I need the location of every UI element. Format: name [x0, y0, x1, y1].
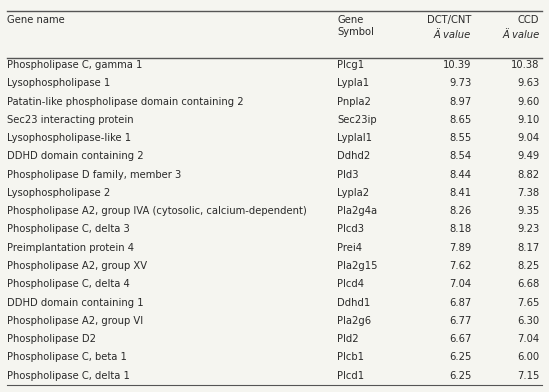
Text: 9.73: 9.73: [449, 78, 471, 88]
Text: 8.54: 8.54: [449, 151, 471, 162]
Text: Gene
Symbol: Gene Symbol: [337, 15, 374, 36]
Text: 10.39: 10.39: [442, 60, 471, 70]
Text: Lypla1: Lypla1: [337, 78, 369, 88]
Text: Preimplantation protein 4: Preimplantation protein 4: [7, 243, 134, 253]
Text: Lysophospholipase 2: Lysophospholipase 2: [7, 188, 110, 198]
Text: Phospholipase C, delta 1: Phospholipase C, delta 1: [7, 371, 130, 381]
Text: Phospholipase A2, group XV: Phospholipase A2, group XV: [7, 261, 147, 271]
Text: DDHD domain containing 1: DDHD domain containing 1: [7, 298, 143, 308]
Text: Ä value: Ä value: [434, 30, 471, 40]
Text: Phospholipase C, delta 3: Phospholipase C, delta 3: [7, 225, 130, 234]
Text: Phospholipase A2, group VI: Phospholipase A2, group VI: [7, 316, 143, 326]
Text: Phospholipase C, beta 1: Phospholipase C, beta 1: [7, 352, 127, 362]
Text: 6.68: 6.68: [517, 279, 540, 289]
Text: 9.60: 9.60: [517, 96, 540, 107]
Text: Pla2g4a: Pla2g4a: [337, 206, 378, 216]
Text: 9.04: 9.04: [517, 133, 540, 143]
Text: 9.23: 9.23: [517, 225, 540, 234]
Text: 8.44: 8.44: [449, 170, 471, 180]
Text: 6.67: 6.67: [449, 334, 471, 344]
Text: 6.00: 6.00: [517, 352, 540, 362]
Text: Sec23ip: Sec23ip: [337, 115, 377, 125]
Text: Ddhd1: Ddhd1: [337, 298, 371, 308]
Text: 6.25: 6.25: [449, 371, 471, 381]
Text: Ddhd2: Ddhd2: [337, 151, 371, 162]
Text: 6.77: 6.77: [449, 316, 471, 326]
Text: Patatin-like phospholipase domain containing 2: Patatin-like phospholipase domain contai…: [7, 96, 243, 107]
Text: Phospholipase A2, group IVA (cytosolic, calcium-dependent): Phospholipase A2, group IVA (cytosolic, …: [7, 206, 306, 216]
Text: Pld2: Pld2: [337, 334, 359, 344]
Text: 8.25: 8.25: [517, 261, 540, 271]
Text: 7.04: 7.04: [517, 334, 540, 344]
Text: Pla2g6: Pla2g6: [337, 316, 372, 326]
Text: 7.15: 7.15: [517, 371, 540, 381]
Text: Phospholipase D family, member 3: Phospholipase D family, member 3: [7, 170, 181, 180]
Text: 10.38: 10.38: [511, 60, 540, 70]
Text: 9.49: 9.49: [517, 151, 540, 162]
Text: Lysophospholipase 1: Lysophospholipase 1: [7, 78, 110, 88]
Text: 8.55: 8.55: [449, 133, 471, 143]
Text: Phospholipase D2: Phospholipase D2: [7, 334, 96, 344]
Text: 6.30: 6.30: [517, 316, 540, 326]
Text: Sec23 interacting protein: Sec23 interacting protein: [7, 115, 133, 125]
Text: 7.38: 7.38: [517, 188, 540, 198]
Text: Gene name: Gene name: [7, 15, 65, 25]
Text: Pnpla2: Pnpla2: [337, 96, 371, 107]
Text: Lysophospholipase-like 1: Lysophospholipase-like 1: [7, 133, 131, 143]
Text: Ä value: Ä value: [502, 30, 540, 40]
Text: 6.87: 6.87: [449, 298, 471, 308]
Text: 8.41: 8.41: [449, 188, 471, 198]
Text: Prei4: Prei4: [337, 243, 362, 253]
Text: 9.10: 9.10: [517, 115, 540, 125]
Text: 7.65: 7.65: [517, 298, 540, 308]
Text: Plcg1: Plcg1: [337, 60, 365, 70]
Text: Plcd1: Plcd1: [337, 371, 365, 381]
Text: Pld3: Pld3: [337, 170, 359, 180]
Text: Pla2g15: Pla2g15: [337, 261, 378, 271]
Text: 8.17: 8.17: [517, 243, 540, 253]
Text: Plcb1: Plcb1: [337, 352, 365, 362]
Text: Lyplal1: Lyplal1: [337, 133, 372, 143]
Text: 8.82: 8.82: [517, 170, 540, 180]
Text: Plcd3: Plcd3: [337, 225, 365, 234]
Text: 7.04: 7.04: [449, 279, 471, 289]
Text: 9.63: 9.63: [517, 78, 540, 88]
Text: 8.26: 8.26: [449, 206, 471, 216]
Text: 9.35: 9.35: [517, 206, 540, 216]
Text: 7.89: 7.89: [449, 243, 471, 253]
Text: DCT/CNT: DCT/CNT: [427, 15, 471, 25]
Text: 8.18: 8.18: [449, 225, 471, 234]
Text: 8.97: 8.97: [449, 96, 471, 107]
Text: 7.62: 7.62: [449, 261, 471, 271]
Text: Phospholipase C, gamma 1: Phospholipase C, gamma 1: [7, 60, 142, 70]
Text: CCD: CCD: [518, 15, 540, 25]
Text: 8.65: 8.65: [449, 115, 471, 125]
Text: Plcd4: Plcd4: [337, 279, 365, 289]
Text: Phospholipase C, delta 4: Phospholipase C, delta 4: [7, 279, 130, 289]
Text: DDHD domain containing 2: DDHD domain containing 2: [7, 151, 143, 162]
Text: Lypla2: Lypla2: [337, 188, 369, 198]
Text: 6.25: 6.25: [449, 352, 471, 362]
